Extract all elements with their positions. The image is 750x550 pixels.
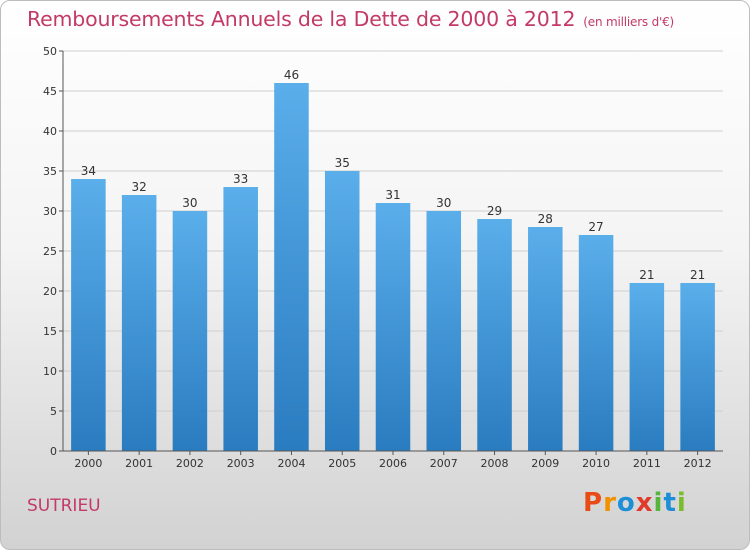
value-label-2011: 21 bbox=[639, 268, 654, 282]
value-label-2000: 34 bbox=[81, 164, 96, 178]
value-label-2010: 27 bbox=[588, 220, 603, 234]
x-tick-label-2008: 2008 bbox=[481, 457, 509, 470]
bar-2011 bbox=[629, 283, 665, 451]
bar-2012 bbox=[680, 283, 715, 451]
y-tick-label: 20 bbox=[43, 285, 57, 298]
labels: 0 5 10 15 20 25 30 35 40 45 50 34 2000 32 2001 30 2002 33… bbox=[43, 45, 712, 470]
logo-letter: o bbox=[616, 488, 636, 518]
value-label-2001: 32 bbox=[132, 180, 147, 194]
bar-2000 bbox=[71, 179, 106, 451]
x-tick-label-2012: 2012 bbox=[684, 457, 712, 470]
value-label-2009: 28 bbox=[538, 212, 553, 226]
y-tick-label: 5 bbox=[50, 405, 57, 418]
logo-letter: i bbox=[653, 488, 664, 518]
y-tick-label: 0 bbox=[50, 445, 57, 458]
x-tick-label-2011: 2011 bbox=[633, 457, 661, 470]
value-label-2003: 33 bbox=[233, 172, 248, 186]
y-tick-label: 10 bbox=[43, 365, 57, 378]
y-tick-label: 15 bbox=[43, 325, 57, 338]
y-tick-label: 30 bbox=[43, 205, 57, 218]
logo-letter: i bbox=[676, 488, 687, 518]
bar-2008 bbox=[477, 219, 512, 451]
y-tick-label: 40 bbox=[43, 125, 57, 138]
x-tick-label-2006: 2006 bbox=[379, 457, 407, 470]
logo-letter: P bbox=[583, 488, 604, 518]
bar-2010 bbox=[578, 235, 614, 451]
chart-unit: (en milliers d'€) bbox=[583, 15, 675, 29]
x-tick-label-2007: 2007 bbox=[430, 457, 458, 470]
logo-letter: x bbox=[635, 488, 654, 518]
value-label-2004: 46 bbox=[284, 68, 299, 82]
value-label-2012: 21 bbox=[690, 268, 705, 282]
axes bbox=[59, 50, 723, 455]
x-tick-label-2003: 2003 bbox=[227, 457, 255, 470]
logo-letter: r bbox=[603, 488, 617, 518]
y-tick-label: 50 bbox=[43, 45, 57, 58]
value-label-2005: 35 bbox=[335, 156, 350, 170]
bars bbox=[71, 83, 715, 451]
logo-letter: t bbox=[663, 488, 677, 518]
proxiti-logo: Proxiti bbox=[583, 488, 687, 518]
bar-2007 bbox=[426, 211, 462, 451]
x-tick-label-2001: 2001 bbox=[125, 457, 153, 470]
bar-2003 bbox=[223, 187, 258, 451]
bar-2002 bbox=[172, 211, 208, 451]
x-tick-label-2010: 2010 bbox=[582, 457, 610, 470]
bar-2006 bbox=[375, 203, 411, 451]
x-tick-label-2002: 2002 bbox=[176, 457, 204, 470]
chart-title: Remboursements Annuels de la Dette de 20… bbox=[27, 7, 674, 31]
bar-2005 bbox=[324, 171, 360, 451]
y-tick-label: 25 bbox=[43, 245, 57, 258]
chart-title-text: Remboursements Annuels de la Dette de 20… bbox=[27, 7, 576, 31]
bar-2001 bbox=[121, 195, 157, 451]
x-tick-label-2009: 2009 bbox=[531, 457, 559, 470]
x-tick-label-2005: 2005 bbox=[328, 457, 356, 470]
y-tick-label: 45 bbox=[43, 85, 57, 98]
bar-2004 bbox=[274, 83, 309, 451]
commune-name: SUTRIEU bbox=[27, 496, 101, 516]
value-label-2006: 31 bbox=[385, 188, 400, 202]
y-tick-label: 35 bbox=[43, 165, 57, 178]
bar-2009 bbox=[528, 227, 563, 451]
x-tick-label-2004: 2004 bbox=[277, 457, 305, 470]
value-label-2008: 29 bbox=[487, 204, 502, 218]
value-label-2007: 30 bbox=[436, 196, 451, 210]
value-label-2002: 30 bbox=[182, 196, 197, 210]
x-tick-label-2000: 2000 bbox=[74, 457, 102, 470]
